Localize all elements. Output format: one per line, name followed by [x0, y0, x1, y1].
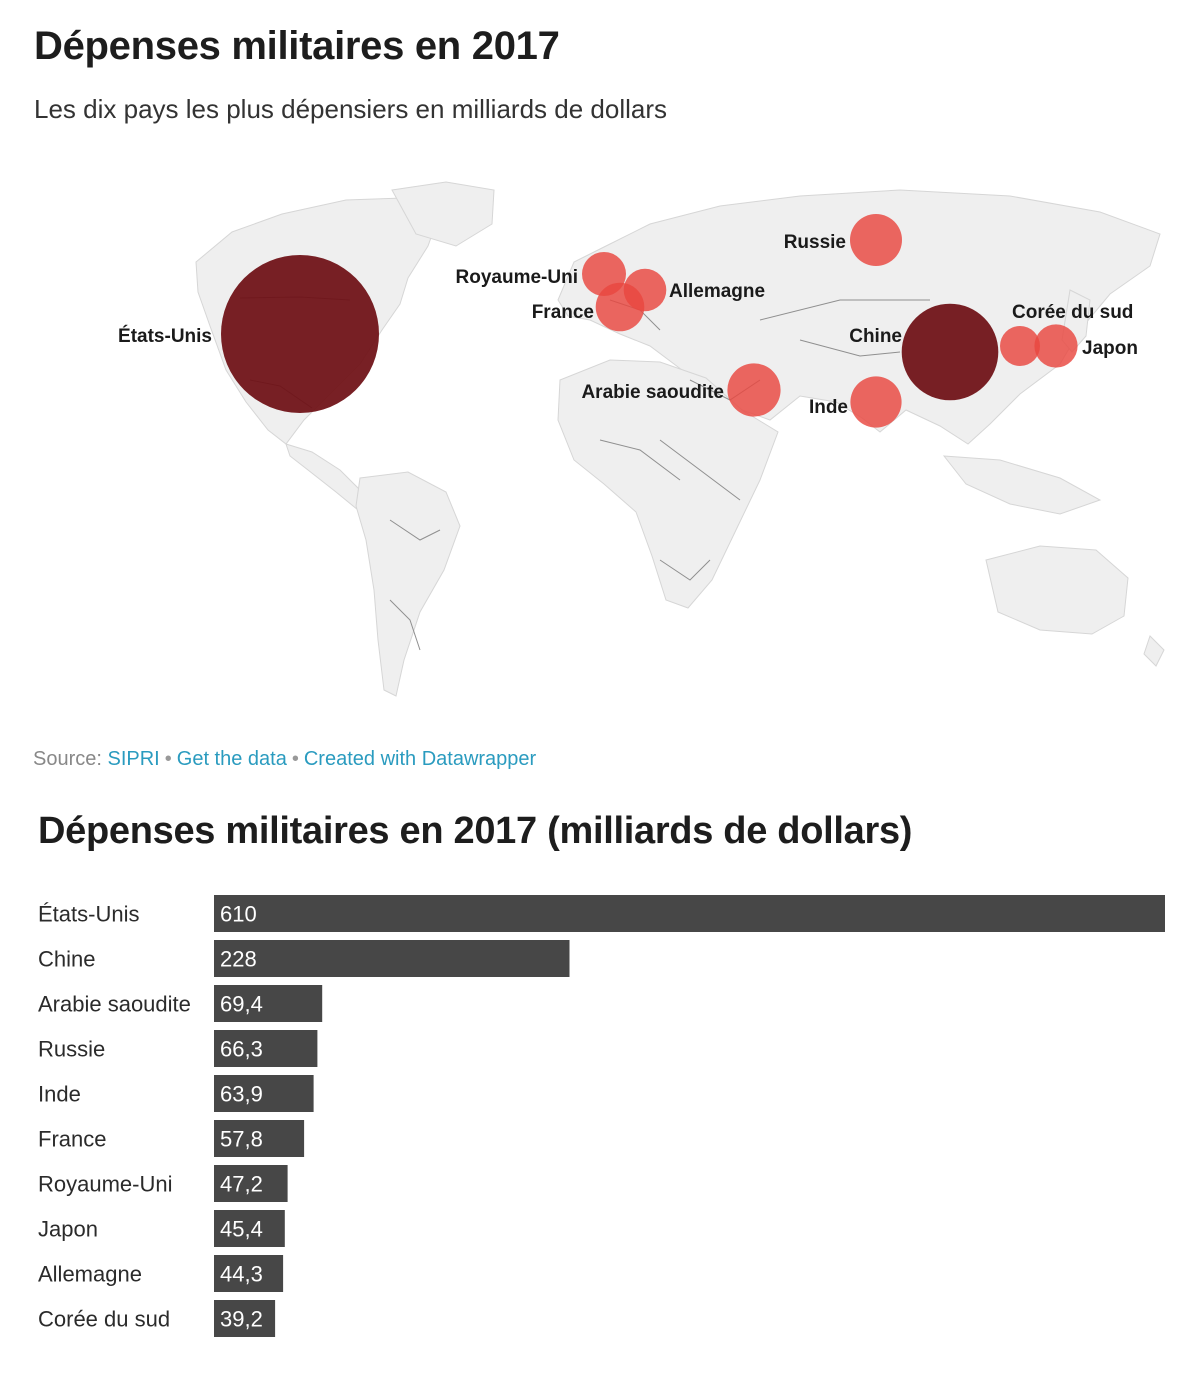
world-map-svg: États-Unis Chine Arabie saoudite Russie Inde…	[118, 181, 1165, 697]
bubble-coree-du-sud[interactable]	[1000, 326, 1040, 366]
bar-row-arabie-saoudite: Arabie saoudite 69,4	[38, 985, 323, 1022]
map-title: Dépenses militaires en 2017	[34, 24, 560, 68]
bubbles-layer	[221, 214, 1078, 428]
landmass-greenland	[391, 181, 495, 247]
bar-value-label: 66,3	[220, 1037, 263, 1062]
bar-france[interactable]	[214, 1120, 305, 1157]
bar-category-label: Russie	[38, 1037, 105, 1062]
bar-row-france: France 57,8	[38, 1120, 305, 1157]
bubble-allemagne[interactable]	[623, 268, 667, 312]
border-central-asia	[799, 339, 901, 357]
bar-category-label: Chine	[38, 947, 95, 972]
bar-category-label: Japon	[38, 1217, 98, 1242]
bubble-russie[interactable]	[850, 214, 902, 266]
separator-dot: •	[291, 748, 299, 770]
bar-row-inde: Inde 63,9	[38, 1075, 314, 1112]
bubble-label-japon: Japon	[1082, 338, 1138, 359]
source-sipri-link[interactable]: SIPRI	[107, 748, 160, 770]
bar-row-coree-du-sud: Corée du sud 39,2	[38, 1300, 276, 1337]
border-south-america-north	[389, 519, 441, 541]
bar-row-royaume-uni: Royaume-Uni 47,2	[38, 1165, 288, 1202]
border-africa-south	[659, 559, 711, 581]
bar-value-label: 44,3	[220, 1262, 263, 1287]
bar-value-label: 45,4	[220, 1217, 263, 1242]
bar-row-chine: Chine 228	[38, 940, 570, 977]
bubble-arabie-saoudite[interactable]	[727, 363, 781, 417]
bar-category-label: Corée du sud	[38, 1307, 170, 1332]
bubble-label-chine: Chine	[849, 326, 902, 347]
landmass-south-america	[355, 471, 461, 697]
border-south-america-south	[389, 599, 421, 651]
bar-value-label: 610	[220, 902, 257, 927]
bubble-label-coree-du-sud: Corée du sud	[1012, 302, 1133, 323]
bar-category-label: Inde	[38, 1082, 81, 1107]
landmass-australia	[985, 545, 1129, 635]
bubble-inde[interactable]	[850, 376, 902, 428]
bubble-chine[interactable]	[901, 303, 999, 401]
bubble-label-arabie-saoudite: Arabie saoudite	[581, 382, 724, 403]
border-africa-west	[599, 439, 681, 481]
bubble-label-france: France	[532, 302, 594, 323]
datawrapper-link[interactable]: Created with Datawrapper	[303, 748, 537, 770]
bar-category-label: Royaume-Uni	[38, 1172, 173, 1197]
bubble-label-inde: Inde	[809, 397, 848, 418]
bar-category-label: France	[38, 1127, 106, 1152]
bar-coree-du-sud[interactable]	[214, 1300, 276, 1337]
bar-japon[interactable]	[214, 1210, 285, 1247]
bar-value-label: 47,2	[220, 1172, 263, 1197]
bubble-labels-layer: États-Unis Chine Arabie saoudite Russie Inde…	[118, 232, 1138, 418]
border-russia-south	[759, 299, 930, 321]
bar-chart-section: Dépenses militaires en 2017 (milliards d…	[0, 800, 1196, 1360]
separator-dot: •	[164, 748, 172, 770]
source-prefix: Source:	[33, 748, 102, 770]
bubble-etats-unis[interactable]	[221, 255, 379, 413]
bar-value-label: 69,4	[220, 992, 263, 1017]
bar-value-label: 228	[220, 947, 257, 972]
bar-row-russie: Russie 66,3	[38, 1030, 318, 1067]
map-subtitle: Les dix pays les plus dépensiers en mill…	[34, 94, 667, 124]
bar-category-label: Arabie saoudite	[38, 992, 191, 1017]
get-the-data-link[interactable]: Get the data	[176, 748, 287, 770]
map-chart-section: Dépenses militaires en 2017 Les dix pays…	[0, 24, 1196, 771]
bar-chart-svg: États-Unis 610 Chine 228 Arabie saoudite 69,4…	[38, 895, 1165, 1337]
bubble-label-allemagne: Allemagne	[669, 281, 765, 302]
bubble-label-royaume-uni: Royaume-Uni	[456, 267, 578, 288]
bar-chine[interactable]	[214, 940, 570, 977]
bar-value-label: 63,9	[220, 1082, 263, 1107]
bubble-japon[interactable]	[1034, 324, 1078, 368]
border-africa-east	[659, 439, 741, 501]
bar-category-label: Allemagne	[38, 1262, 142, 1287]
land-masses	[195, 181, 1165, 697]
bar-row-japon: Japon 45,4	[38, 1210, 285, 1247]
bar-etats-unis[interactable]	[214, 895, 1165, 932]
landmass-southeast-asia	[942, 455, 1102, 515]
bar-arabie-saoudite[interactable]	[214, 985, 323, 1022]
bubble-label-russie: Russie	[784, 232, 846, 253]
bar-allemagne[interactable]	[214, 1255, 284, 1292]
bar-inde[interactable]	[214, 1075, 314, 1112]
bar-royaume-uni[interactable]	[214, 1165, 288, 1202]
landmass-africa	[557, 359, 779, 609]
bar-row-allemagne: Allemagne 44,3	[38, 1255, 284, 1292]
bar-value-label: 39,2	[220, 1307, 263, 1332]
bar-russie[interactable]	[214, 1030, 318, 1067]
landmass-new-zealand	[1143, 635, 1165, 667]
bar-chart-title: Dépenses militaires en 2017 (milliards d…	[38, 810, 913, 852]
world-map: États-Unis Chine Arabie saoudite Russie Inde…	[0, 150, 1196, 730]
source-line: Source: SIPRI • Get the data • Created with …	[33, 748, 536, 771]
bar-category-label: États-Unis	[38, 902, 139, 927]
bar-row-etats-unis: États-Unis 610	[38, 895, 1165, 932]
bubble-royaume-uni[interactable]	[582, 252, 626, 296]
bar-value-label: 57,8	[220, 1127, 263, 1152]
bubble-label-etats-unis: États-Unis	[118, 325, 212, 347]
